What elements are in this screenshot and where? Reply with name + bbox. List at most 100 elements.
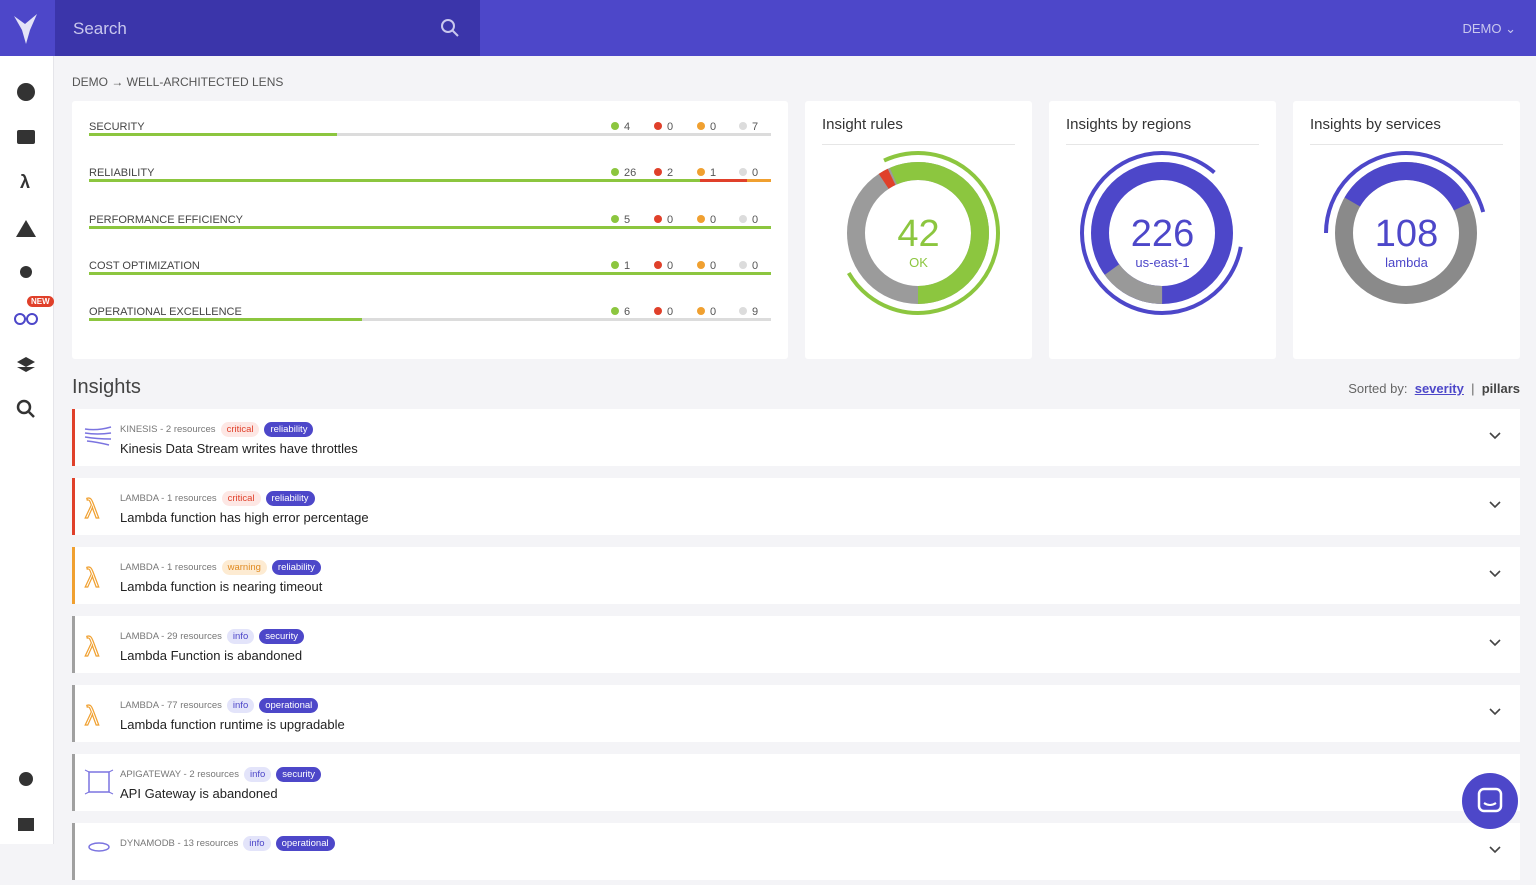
pillar-row: PERFORMANCE EFFICIENCY 5 0 0 0 [89, 214, 771, 234]
severity-tag: critical [220, 422, 260, 437]
insight-title: Lambda function runtime is upgradable [120, 717, 345, 732]
pillars-panel: SECURITY 4 0 0 7 RELIABILITY 26 2 1 0 PERFORMANCE … [72, 101, 788, 359]
pillar-tag: security [276, 767, 322, 782]
pillar-tag: reliability [271, 560, 321, 575]
svg-text:λ: λ [85, 631, 99, 662]
expand-chevron[interactable] [1488, 429, 1502, 448]
insight-meta: LAMBDA - 1 resources critical reliability [120, 491, 315, 506]
status-dot [697, 122, 705, 130]
widget-label: OK [909, 255, 928, 270]
progress-segment [747, 179, 771, 183]
insight-meta: LAMBDA - 29 resources info security [120, 629, 304, 644]
chat-button[interactable] [1462, 773, 1518, 829]
count-value: 0 [710, 121, 717, 133]
widget-title: Insight rules [822, 116, 903, 133]
sort-option[interactable]: pillars [1481, 381, 1520, 396]
svg-text:λ: λ [85, 700, 99, 731]
insight-card[interactable]: λ LAMBDA - 77 resources info operational Lam… [72, 685, 1520, 742]
pillar-count: 0 [654, 121, 673, 133]
icon [84, 426, 112, 446]
search-box[interactable]: Search [55, 0, 480, 56]
donut [1324, 151, 1488, 315]
service-resources: APIGATEWAY - 2 resources [120, 769, 239, 780]
insight-card[interactable]: λ LAMBDA - 29 resources info security Lambda… [72, 616, 1520, 673]
service-icon [75, 409, 123, 471]
widget-card: Insights by regions 226 us-east-1 [1049, 101, 1276, 359]
widget-label: us-east-1 [1135, 255, 1190, 270]
status-dot [611, 122, 619, 130]
widget-label: lambda [1385, 255, 1428, 270]
insight-card[interactable]: λ LAMBDA - 1 resources warning reliability L… [72, 547, 1520, 604]
expand-chevron[interactable] [1488, 567, 1502, 586]
status-dot [654, 168, 662, 177]
count-value: 0 [667, 259, 674, 272]
expand-chevron[interactable] [1488, 498, 1502, 517]
service-icon [75, 823, 123, 885]
pillar-name: RELIABILITY [89, 167, 155, 180]
pillar-count: 0 [739, 214, 758, 226]
status-dot [654, 307, 662, 316]
progress-bar [89, 133, 771, 136]
pillar-row: SECURITY 4 0 0 7 [89, 121, 771, 141]
progress-segment [89, 225, 771, 229]
status-dot [739, 260, 747, 269]
new-badge: NEW [27, 296, 54, 307]
progress-bar [89, 318, 771, 322]
chevron [1489, 846, 1501, 854]
count-value: 1 [624, 259, 631, 272]
expand-chevron[interactable] [1488, 705, 1502, 724]
status-dot [697, 214, 705, 223]
status-dot [654, 214, 662, 223]
count-value: 6 [624, 306, 631, 319]
severity-tag: info [226, 629, 255, 644]
search-icon[interactable] [440, 18, 460, 38]
pillar-count: 6 [611, 306, 630, 318]
insight-card[interactable]: DYNAMODB - 13 resources info operational [72, 823, 1520, 880]
pillar-count: 2 [654, 167, 673, 179]
pillar-count: 0 [697, 260, 716, 272]
widget-separator [822, 144, 1015, 145]
expand-chevron[interactable] [1488, 843, 1502, 862]
insight-card[interactable]: APIGATEWAY - 2 resources info security API … [72, 754, 1520, 811]
count-value: 7 [752, 121, 759, 133]
account-menu[interactable]: DEMO ⌄ [1462, 21, 1516, 36]
widget-value: 42 [897, 213, 940, 255]
icon [88, 842, 110, 852]
widget-title: Insights by services [1310, 116, 1441, 133]
widget-value: 108 [1374, 213, 1439, 255]
expand-chevron[interactable] [1488, 636, 1502, 655]
severity-tag: critical [221, 491, 261, 506]
sort-control: Sorted by: severity | pillars [1348, 381, 1520, 396]
chevron [1489, 639, 1501, 647]
pillar-tag: reliability [264, 422, 314, 437]
logo[interactable] [0, 0, 55, 56]
pillar-row: COST OPTIMIZATION 1 0 0 0 [89, 260, 771, 280]
insight-card[interactable]: λ LAMBDA - 1 resources critical reliability… [72, 478, 1520, 535]
donut [836, 151, 1000, 315]
chevron [1489, 501, 1501, 509]
insight-meta: APIGATEWAY - 2 resources info security [120, 767, 322, 782]
insight-title: Lambda function has high error percentag… [120, 510, 369, 525]
sort-label: Sorted by: [1348, 381, 1408, 396]
pillar-count: 26 [611, 167, 636, 179]
insight-meta: KINESIS - 2 resources critical reliability [120, 422, 314, 437]
pillar-count: 0 [654, 260, 673, 272]
pillar-count: 9 [739, 306, 758, 318]
pillar-tag: reliability [265, 491, 315, 506]
sort-option[interactable]: severity [1414, 381, 1464, 396]
severity-tag: info [226, 698, 255, 713]
progress-segment [337, 133, 771, 136]
insights-heading: Insights [72, 376, 141, 398]
status-dot [654, 122, 662, 130]
progress-bar [89, 179, 771, 183]
pillar-count: 7 [739, 121, 758, 133]
chat-icon [1477, 787, 1503, 813]
pillar-name: OPERATIONAL EXCELLENCE [89, 306, 242, 319]
insight-meta: LAMBDA - 1 resources warning reliability [120, 560, 321, 575]
insight-card[interactable]: KINESIS - 2 resources critical reliability… [72, 409, 1520, 466]
service-resources: LAMBDA - 29 resources [120, 631, 222, 642]
chevron [1489, 432, 1501, 440]
count-value: 2 [667, 167, 674, 180]
icon: λ [84, 699, 99, 731]
